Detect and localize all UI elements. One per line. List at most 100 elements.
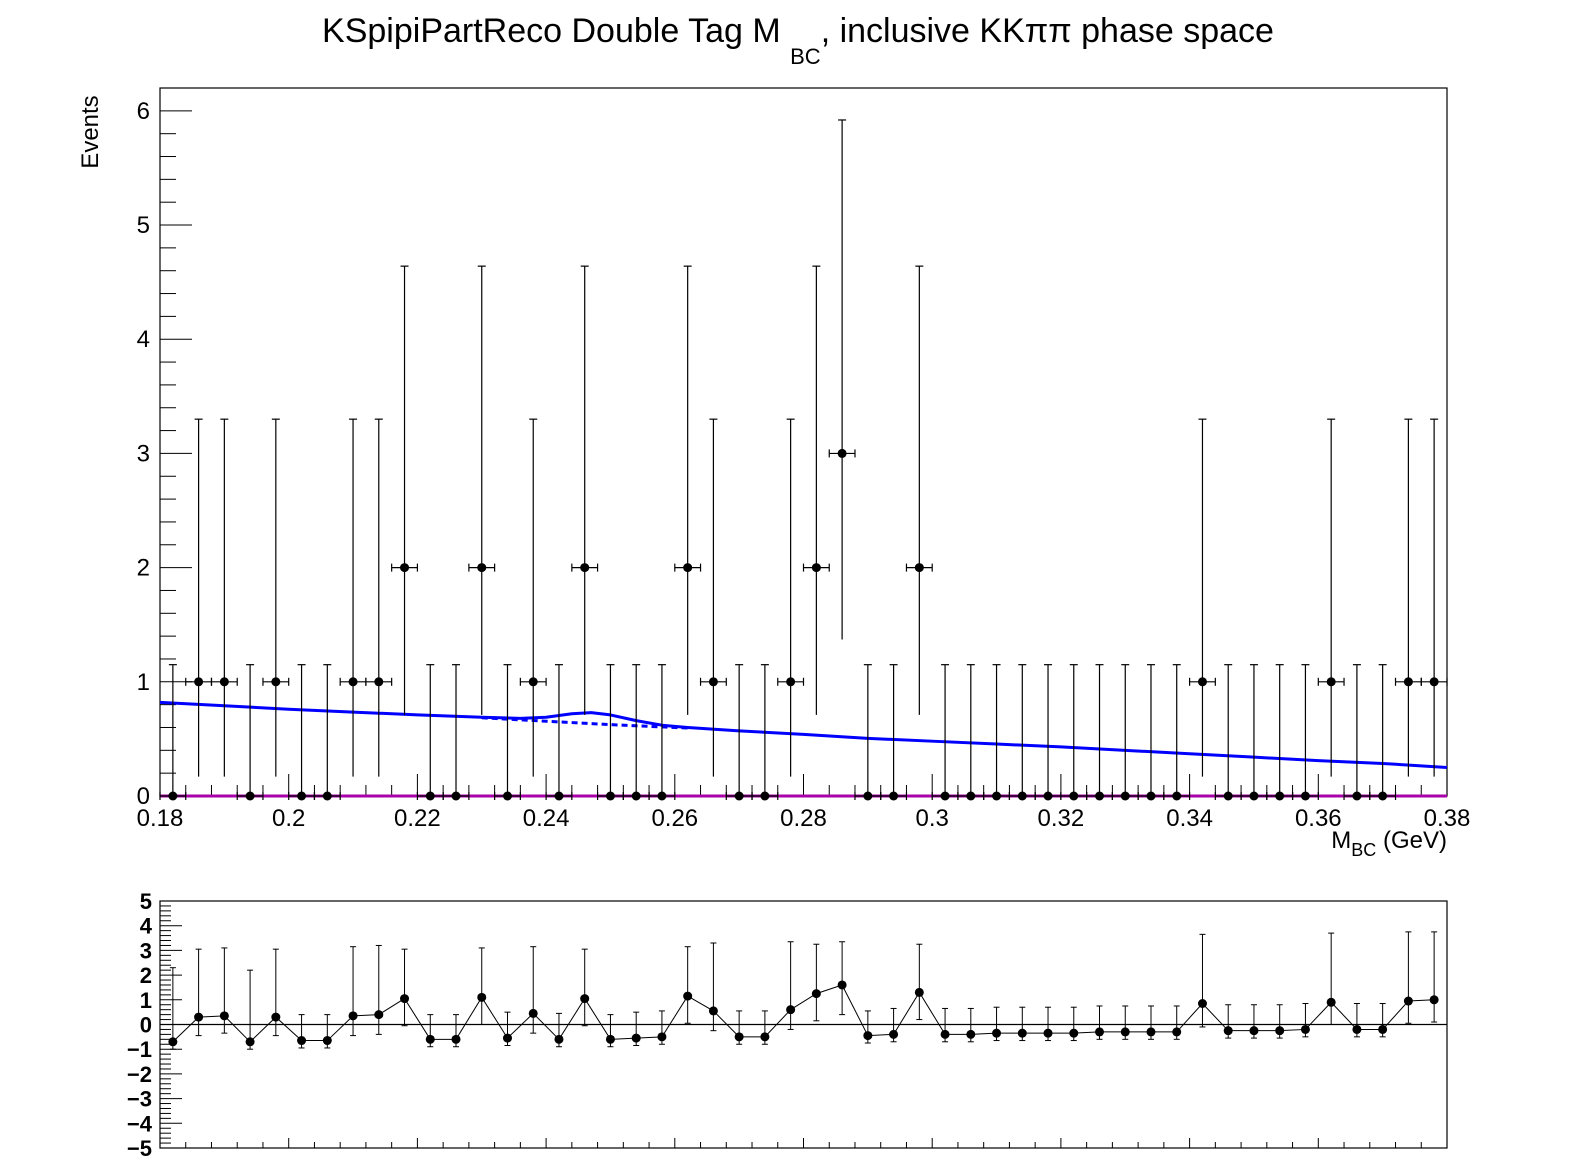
y-tick-label: 4 [137,326,150,353]
data-point [210,418,238,777]
data-point [1034,664,1062,801]
pull-marker [1146,1027,1156,1037]
pull-point [760,1010,770,1045]
pull-marker [374,1010,384,1020]
pull-point [914,943,924,1021]
x-axis-label-part1: M [1331,827,1351,854]
data-marker [1069,791,1079,801]
pull-point [1429,931,1439,1023]
data-point [1291,664,1319,801]
pull-y-tick-label: −1 [127,1037,152,1062]
pull-point [734,1010,744,1045]
data-point [648,664,676,801]
data-point [751,664,779,801]
pull-marker [1043,1028,1053,1038]
data-marker [1429,677,1439,687]
data-point [699,418,727,777]
pull-marker [1249,1026,1259,1036]
data-point [1240,664,1268,801]
pull-point [786,941,796,1030]
data-point [159,664,187,801]
chart-title: KSpipiPartReco Double Tag M BC, inclusiv… [322,12,1274,69]
data-marker [1146,791,1156,801]
pull-marker [322,1036,332,1046]
pull-marker [1197,999,1207,1009]
pull-point [1249,1004,1259,1039]
y-tick-label: 3 [137,440,150,467]
pull-marker [528,1008,538,1018]
data-marker [245,791,255,801]
pull-point [657,1010,667,1045]
data-marker [1223,791,1233,801]
pull-marker [1223,1026,1233,1036]
pull-marker [631,1033,641,1043]
pull-marker [580,994,590,1004]
data-point [828,119,856,640]
data-marker [966,791,976,801]
data-marker [1326,677,1336,687]
pull-y-tick-label: 3 [140,938,152,963]
pull-point [194,948,204,1037]
pull-point [502,1011,512,1046]
data-point [236,664,264,801]
pull-y-tick-label: 4 [140,914,153,939]
pull-point [400,948,410,1027]
pull-marker [1378,1024,1388,1034]
pull-point [1197,933,1207,1028]
pull-marker [1275,1026,1285,1036]
x-tick-label: 0.36 [1295,805,1342,832]
pull-marker [1017,1028,1027,1038]
pull-point [1326,932,1336,1025]
fit-background-curve [481,716,688,730]
data-point [416,664,444,801]
data-marker [657,791,667,801]
pull-marker [502,1033,512,1043]
data-marker [374,677,384,687]
data-marker [1403,677,1413,687]
pull-marker [1403,996,1413,1006]
pull-marker [168,1037,178,1047]
pull-point [992,1006,1002,1042]
data-marker [605,791,615,801]
x-tick-label: 0.34 [1166,805,1213,832]
pull-marker [992,1028,1002,1038]
pull-marker [786,1005,796,1015]
pull-point [1043,1006,1053,1042]
data-marker [322,791,332,801]
pull-marker [863,1031,873,1041]
x-tick-label: 0.28 [780,805,827,832]
y-tick-label: 0 [137,783,150,810]
data-point [1369,664,1397,801]
data-point [1420,418,1448,777]
pull-marker [425,1034,435,1044]
pull-marker [734,1032,744,1042]
data-point [1214,664,1242,801]
pull-y-tick-label: −4 [127,1111,153,1136]
data-marker [837,448,847,458]
pull-point [1120,1005,1130,1040]
data-marker [297,791,307,801]
data-marker [554,791,564,801]
data-marker [631,791,641,801]
pull-point [1069,1006,1079,1042]
data-point [1137,664,1165,801]
data-point [854,664,882,801]
pull-point [1172,1005,1182,1040]
x-tick-label: 0.32 [1038,805,1085,832]
data-point [596,664,624,801]
chart-title-part1: KSpipiPartReco Double Tag M [322,12,790,50]
pull-point [425,1014,435,1048]
data-marker [1017,791,1027,801]
pull-point [889,1007,899,1043]
pull-marker [245,1037,255,1047]
data-marker [992,791,1002,801]
pull-marker [400,994,410,1004]
pull-marker [837,980,847,990]
pull-marker [477,992,487,1002]
pull-y-tick-label: −5 [127,1136,152,1161]
x-tick-label: 0.18 [137,805,184,832]
pull-marker [271,1012,281,1022]
pull-marker [1069,1028,1079,1038]
pull-marker [348,1011,358,1021]
